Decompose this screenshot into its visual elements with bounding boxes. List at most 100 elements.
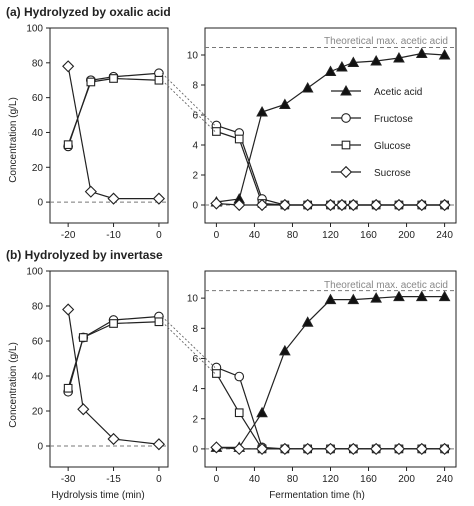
panel-b-hydrolysis-sucrose-point xyxy=(62,303,75,316)
panel-b-fermentation-sucrose-point xyxy=(210,441,223,454)
panel-a-fructose-connector xyxy=(161,72,216,126)
panel-b-fermentation-y-tick-label: 6 xyxy=(192,354,198,365)
panel-a-fermentation-acetic-acid-point xyxy=(370,54,382,66)
panel-b-fermentation-acetic-acid-point xyxy=(301,316,314,327)
panel-b-hydrolysis-x-tick-label: -15 xyxy=(106,474,121,485)
panel-b-fermentation-sucrose-point xyxy=(233,442,246,455)
panel-a-fermentation-y-tick-label: 6 xyxy=(192,111,198,122)
panel-b-fermentation-sucrose-point xyxy=(392,442,406,455)
panel-b-fermentation-acetic-acid-point xyxy=(324,293,337,305)
panel-b-fermentation-acetic-acid-point xyxy=(415,290,428,302)
panel-b-fermentation-acetic-acid-point xyxy=(347,293,360,305)
panel-b-fermentation-x-tick-label: 0 xyxy=(214,474,220,485)
panel-a-fermentation-y-tick-label: 2 xyxy=(192,171,198,182)
panel-a: (a) Hydrolyzed by oxalic acid -20 -10 0020… xyxy=(6,5,457,241)
panel-b-fermentation-sucrose-point xyxy=(255,442,269,455)
panel-a-fermentation-sucrose-point xyxy=(392,198,406,212)
panel-b-fermentation-glucose-point xyxy=(212,369,221,378)
legend-glucose-label: Glucose xyxy=(374,141,411,152)
panel-b-hydrolysis-glucose-point xyxy=(109,319,118,328)
panel-b-hydrolysis-glucose-point xyxy=(154,317,164,327)
panel-a-fermentation-plot: 0 40 80 120 160 200 240 0 2 4 6 8 10 xyxy=(187,27,457,241)
panel-b-hydrolysis-frame xyxy=(49,270,169,468)
panel-b-title: (b) Hydrolyzed by invertase xyxy=(6,248,163,262)
panel-b-hydrolysis-y-tick-label: 80 xyxy=(32,302,44,313)
panel-a-fermentation-acetic-acid-point xyxy=(347,56,360,67)
panel-b-fermentation-sucrose-point xyxy=(324,442,337,455)
panel-a-hydrolysis-sucrose-point xyxy=(152,192,166,205)
panel-b-fermentation-sucrose-point xyxy=(438,442,451,455)
panel-b-hydrolysis-sucrose-point xyxy=(77,403,90,416)
panel-a-fermentation-acetic-acid-point xyxy=(324,65,337,76)
panel-b-fermentation-x-tick-label: 160 xyxy=(360,474,377,485)
legend-sucrose-label: Sucrose xyxy=(374,168,411,179)
panel-a-hydrolysis-y-tick-label: 40 xyxy=(32,128,44,139)
legend-acetic-acid-marker xyxy=(340,84,352,96)
panel-a-hydrolysis-y-tick-label: 20 xyxy=(32,163,44,174)
panel-a-fermentation-sucrose-point xyxy=(370,198,383,212)
panel-b-fermentation-sucrose-point xyxy=(278,442,291,455)
panel-a-fermentation-sucrose-point xyxy=(255,198,269,212)
panel-b-fermentation-sucrose-point xyxy=(415,442,428,455)
panel-a-fermentation-sucrose-point xyxy=(233,198,246,212)
legend-fructose-marker xyxy=(341,113,351,123)
panel-a-fermentation-acetic-acid-point xyxy=(279,98,291,109)
panel-a-hydrolysis-glucose-point xyxy=(86,77,96,87)
panel-a-hydrolysis-sucrose-point xyxy=(84,185,97,198)
panel-a-fermentation-acetic-acid-point xyxy=(336,60,348,72)
panel-a-fermentation-acetic-acid-point xyxy=(438,48,451,60)
legend-fructose-label: Fructose xyxy=(374,114,413,125)
panel-a-fermentation-glucose-point xyxy=(212,127,221,136)
panel-b-fermentation-y-tick-label: 10 xyxy=(187,294,199,305)
panel-b-hydrolysis-x-tick-label: 0 xyxy=(156,474,162,485)
panel-a-fermentation-fructose-line xyxy=(216,124,445,206)
panel-a-hydrolysis-x-tick-label: 0 xyxy=(156,230,162,241)
panel-a-title: (a) Hydrolyzed by oxalic acid xyxy=(6,5,171,19)
panel-b-fermentation-fructose-point xyxy=(234,371,245,382)
panel-connectors xyxy=(161,72,216,374)
panel-a-hydrolysis-glucose-line xyxy=(67,77,159,145)
panel-b-hydrolysis-sucrose-line xyxy=(67,309,159,445)
legend-sucrose-marker xyxy=(339,165,353,179)
panel-b-hydrolysis-glucose-line xyxy=(67,321,159,389)
panel-b-fermentation-x-tick-label: 40 xyxy=(249,474,261,485)
hydrolysis-x-axis-label: Hydrolysis time (min) xyxy=(51,490,144,501)
panel-a-fermentation-acetic-acid-line xyxy=(216,52,445,203)
panel-b-theoretical-label: Theoretical max. acetic acid xyxy=(324,280,448,291)
panel-b-hydrolysis-plot: -30 -15 0 0 20 40 60 80 100 xyxy=(26,267,169,485)
panel-a-fermentation-acetic-acid-point xyxy=(415,47,428,58)
panel-a-hydrolysis-sucrose-point xyxy=(62,60,75,73)
panel-a-y-axis-label: Concentration (g/L) xyxy=(8,97,19,183)
panel-b-fructose-connector xyxy=(161,316,216,368)
panel-b-hydrolysis-y-tick-label: 20 xyxy=(32,407,44,418)
panel-b-hydrolysis-sucrose-point xyxy=(107,432,120,446)
legend-glucose-marker xyxy=(341,140,351,150)
panel-a-fermentation-y-tick-label: 10 xyxy=(187,51,199,62)
panel-a-fermentation-acetic-acid-point xyxy=(393,51,405,63)
panel-a-fermentation-x-tick-label: 200 xyxy=(398,230,415,241)
fermentation-x-axis-label: Fermentation time (h) xyxy=(269,490,365,501)
panel-a-fermentation-x-tick-label: 0 xyxy=(214,230,220,241)
panel-a-fermentation-y-tick-label: 0 xyxy=(192,201,198,212)
panel-b-fermentation-x-tick-label: 240 xyxy=(436,474,453,485)
panel-b-fermentation-x-tick-label: 80 xyxy=(287,474,299,485)
panel-b-hydrolysis-glucose-point xyxy=(63,383,73,393)
panel-a-theoretical-label: Theoretical max. acetic acid xyxy=(324,36,448,47)
panel-a-hydrolysis-x-tick-label: -20 xyxy=(61,230,76,241)
panel-a-fermentation-sucrose-point xyxy=(324,198,337,212)
panel-a-hydrolysis-sucrose-line xyxy=(67,66,159,200)
panel-b-hydrolysis-x-tick-label: -30 xyxy=(61,474,76,485)
panel-b-fermentation-acetic-acid-point xyxy=(438,290,451,302)
panel-b-fermentation-x-tick-label: 200 xyxy=(398,474,415,485)
panel-a-fermentation-y-tick-label: 8 xyxy=(192,81,198,92)
panel-b-fermentation-acetic-acid-point xyxy=(393,290,405,302)
panel-a-fermentation-acetic-acid-point xyxy=(301,81,314,93)
panel-a-fermentation-y-tick-label: 4 xyxy=(192,141,198,152)
panel-a-fermentation-x-tick-label: 240 xyxy=(436,230,453,241)
panel-b: (b) Hydrolyzed by invertase -30 -15 0 0 20 40… xyxy=(6,248,457,485)
panel-b-fermentation-y-tick-label: 8 xyxy=(192,324,198,335)
panel-a-hydrolysis-x-tick-label: -10 xyxy=(106,230,121,241)
panel-a-hydrolysis-y-tick-label: 0 xyxy=(37,198,43,209)
panel-b-fermentation-sucrose-point xyxy=(370,442,383,455)
panel-a-hydrolysis-fructose-line xyxy=(67,72,159,147)
